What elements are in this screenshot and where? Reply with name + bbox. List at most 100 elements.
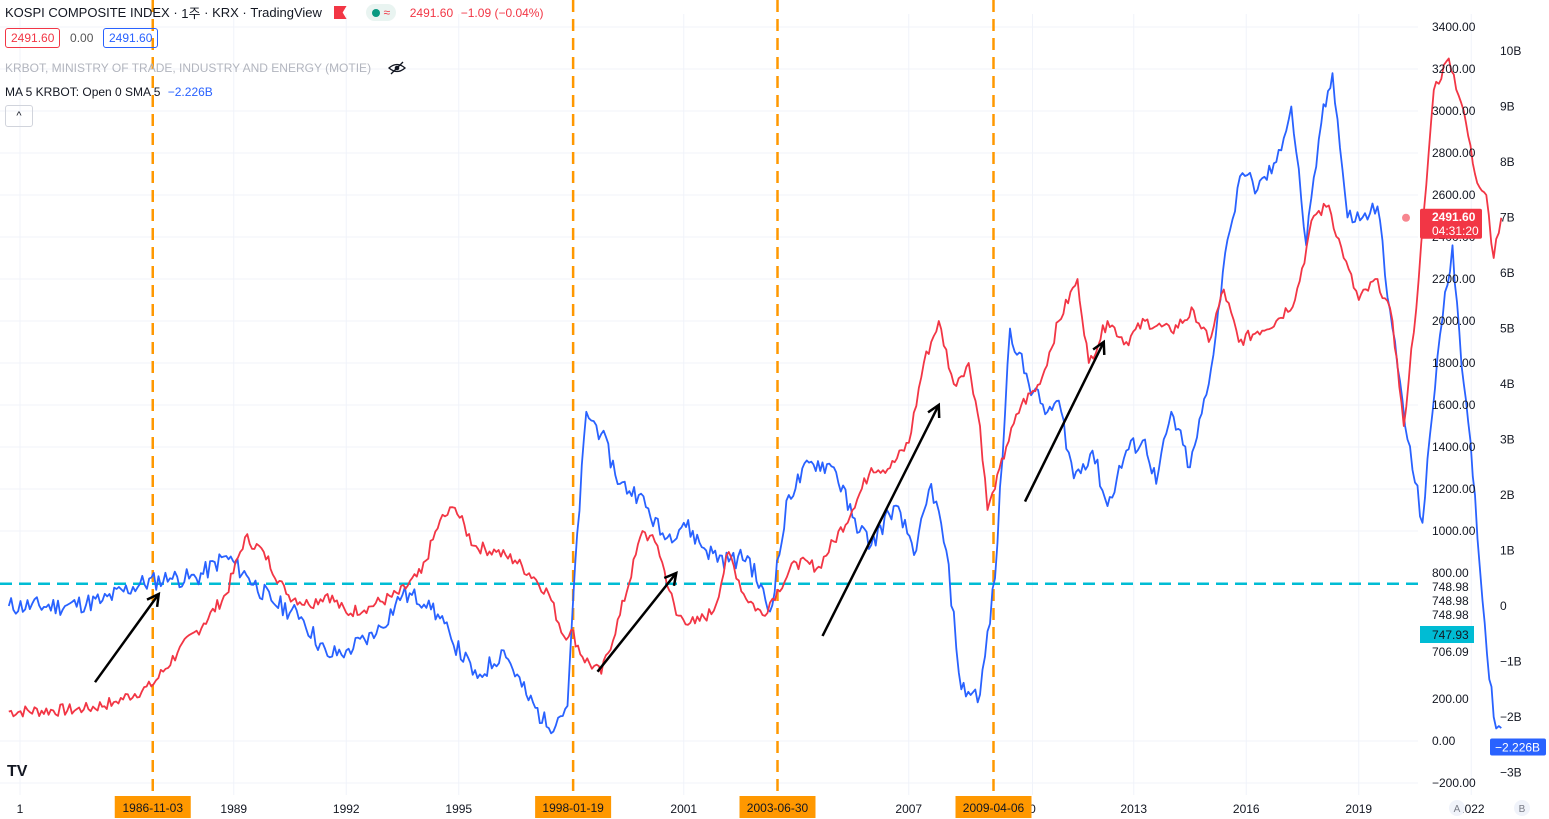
symbol-header: KOSPI COMPOSITE INDEX · 1주 · KRX · Tradi… bbox=[5, 4, 544, 21]
date-marker-tag bbox=[535, 796, 612, 818]
market-open-dot-icon bbox=[372, 8, 381, 17]
last-price-tag-label: 2491.60 bbox=[1432, 210, 1476, 224]
ma-value-tag-label: −2.226B bbox=[1495, 741, 1540, 755]
left-axis-tick: 200.00 bbox=[1432, 692, 1469, 706]
overlay-legend-row[interactable]: KRBOT, MINISTRY OF TRADE, INDUSTRY AND E… bbox=[5, 60, 407, 75]
series-layer bbox=[7, 57, 1503, 735]
kospi-series-line bbox=[8, 57, 1503, 718]
bar-timer-label: 04:31:20 bbox=[1432, 224, 1479, 238]
source-label: TradingView bbox=[250, 5, 322, 20]
ma-legend: MA 5 KRBOT: Open 0 SMA 5 bbox=[5, 84, 161, 99]
chevron-up-icon: ^ bbox=[16, 110, 22, 122]
time-axis-label: 1 bbox=[17, 802, 24, 816]
left-axis-tick: 2600.00 bbox=[1432, 188, 1476, 202]
left-axis-tick: 2200.00 bbox=[1432, 272, 1476, 286]
right-axis-tick: 3B bbox=[1500, 433, 1515, 447]
time-axis-label: 2016 bbox=[1233, 802, 1260, 816]
left-axis-tick: 800.00 bbox=[1432, 566, 1469, 580]
right-axis-tick: 1B bbox=[1500, 544, 1515, 558]
right-price-axis[interactable]: 10B 9B 8B 7B 6B 5B 4B 3B 2B 1B 0 −1B −2B −3B bbox=[1500, 44, 1522, 780]
flag-icon[interactable] bbox=[333, 6, 347, 19]
krbot-series-line bbox=[7, 72, 1502, 735]
ma-legend-row[interactable]: MA 5 KRBOT: Open 0 SMA 5 −2.226B bbox=[5, 84, 213, 99]
hidden-eye-icon[interactable] bbox=[388, 61, 407, 75]
interval-label[interactable]: 1주 bbox=[181, 6, 201, 21]
trend-arrow-1[interactable] bbox=[93, 593, 160, 683]
scale-button-label: A bbox=[1454, 804, 1461, 815]
left-axis-tick: 1800.00 bbox=[1432, 356, 1476, 370]
overlay-legend: KRBOT, MINISTRY OF TRADE, INDUSTRY AND E… bbox=[5, 60, 372, 75]
horizontal-line-price-tag bbox=[1420, 626, 1474, 643]
tradingview-logo-icon[interactable]: TV bbox=[7, 763, 28, 780]
ma-legend-value: −2.226B bbox=[167, 84, 213, 99]
right-axis-tick: 8B bbox=[1500, 155, 1515, 169]
right-axis-tick: 6B bbox=[1500, 266, 1515, 280]
last-price-tag bbox=[1420, 208, 1482, 239]
arrow-layer[interactable] bbox=[93, 339, 1106, 683]
date-marker-tag bbox=[739, 796, 816, 818]
last-price: 2491.60 bbox=[409, 5, 454, 20]
date-marker-label: 2003-06-30 bbox=[747, 801, 809, 815]
bid-price-box[interactable]: 2491.60 bbox=[5, 28, 61, 48]
scale-button-label: B bbox=[1519, 804, 1526, 815]
collapse-legend-button[interactable]: ^ bbox=[5, 105, 33, 127]
left-axis-level-label: 706.09 bbox=[1432, 645, 1469, 659]
left-price-axis[interactable]: 3400.003200.003000.002800.002600.002400.… bbox=[1420, 20, 1476, 790]
trend-arrow-4[interactable] bbox=[1023, 341, 1105, 503]
right-axis-tick: 2B bbox=[1500, 488, 1515, 502]
bid-ask-row: 2491.60 0.00 2491.60 bbox=[5, 28, 159, 48]
approx-icon: ≈ bbox=[383, 5, 391, 20]
date-marker-label: 2009-04-06 bbox=[963, 801, 1025, 815]
right-axis-tick: 4B bbox=[1500, 377, 1515, 391]
left-axis-level-label: 748.98 bbox=[1432, 594, 1469, 608]
time-axis-label: 2007 bbox=[895, 802, 922, 816]
scale-button-a[interactable] bbox=[1449, 800, 1465, 816]
symbol-title[interactable]: KOSPI COMPOSITE INDEX bbox=[5, 5, 170, 20]
left-axis-level-label: 748.98 bbox=[1432, 580, 1469, 594]
right-axis-tick: −2B bbox=[1500, 710, 1522, 724]
spread-value: 0.00 bbox=[70, 31, 94, 45]
trend-arrow-3[interactable] bbox=[821, 404, 940, 637]
left-axis-tick: 3200.00 bbox=[1432, 62, 1476, 76]
left-axis-tick: 1200.00 bbox=[1432, 482, 1476, 496]
ma-value-tag bbox=[1490, 738, 1546, 756]
left-axis-tick: 0.00 bbox=[1432, 734, 1456, 748]
scale-button-b[interactable] bbox=[1514, 800, 1530, 816]
exchange-label: KRX bbox=[212, 5, 239, 20]
left-axis-tick: 3000.00 bbox=[1432, 104, 1476, 118]
grid-lines bbox=[0, 14, 1472, 795]
right-axis-tick: −1B bbox=[1500, 655, 1522, 669]
time-axis-label: 1992 bbox=[333, 802, 360, 816]
time-axis-label: 2001 bbox=[670, 802, 697, 816]
market-status-pill[interactable]: ≈ bbox=[366, 4, 397, 21]
left-axis-tick: 1400.00 bbox=[1432, 440, 1476, 454]
time-axis-label: 0 bbox=[1029, 802, 1036, 816]
vertical-line-layer[interactable] bbox=[151, 0, 995, 795]
date-marker-label: 1986-11-03 bbox=[123, 801, 184, 815]
date-marker-label: 1998-01-19 bbox=[542, 801, 604, 815]
right-axis-tick: 10B bbox=[1500, 44, 1521, 58]
price-change: −1.09 (−0.04%) bbox=[460, 5, 544, 20]
date-marker-tag bbox=[955, 796, 1032, 818]
left-axis-tick: 3400.00 bbox=[1432, 20, 1476, 34]
time-axis[interactable]: 1 1989 1992 1995 2001 2007 0 2013 2016 2019 2022 19… bbox=[17, 796, 1530, 818]
time-axis-label: 2022 bbox=[1458, 802, 1485, 816]
ask-price-box[interactable]: 2491.60 bbox=[103, 28, 159, 48]
left-axis-tick: 2000.00 bbox=[1432, 314, 1476, 328]
arrow-head-icon bbox=[1092, 339, 1106, 356]
arrow-head-icon bbox=[663, 570, 678, 587]
arrow-head-icon bbox=[146, 591, 161, 608]
trend-arrow-2[interactable] bbox=[596, 572, 678, 673]
right-axis-tick: 5B bbox=[1500, 322, 1515, 336]
right-axis-tick: 0 bbox=[1500, 599, 1507, 613]
right-axis-tick: −3B bbox=[1500, 766, 1522, 780]
date-marker-tag bbox=[114, 796, 191, 818]
left-axis-tick: 2800.00 bbox=[1432, 146, 1476, 160]
left-axis-tick: −200.00 bbox=[1432, 776, 1476, 790]
time-axis-label: 2013 bbox=[1120, 802, 1147, 816]
left-axis-tick: 1000.00 bbox=[1432, 524, 1476, 538]
right-axis-tick: 9B bbox=[1500, 100, 1515, 114]
left-axis-level-label: 748.98 bbox=[1432, 608, 1469, 622]
